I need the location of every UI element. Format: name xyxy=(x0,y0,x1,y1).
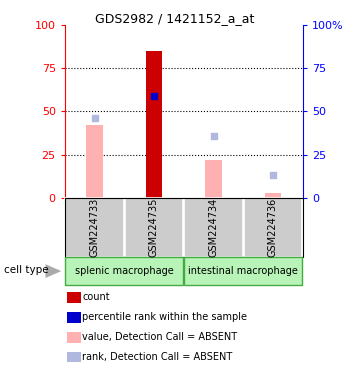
Text: rank, Detection Call = ABSENT: rank, Detection Call = ABSENT xyxy=(82,352,232,362)
Text: intestinal macrophage: intestinal macrophage xyxy=(188,266,298,276)
Text: GSM224736: GSM224736 xyxy=(268,198,278,257)
Text: GSM224733: GSM224733 xyxy=(90,198,99,257)
Text: value, Detection Call = ABSENT: value, Detection Call = ABSENT xyxy=(82,332,237,342)
Text: cell type: cell type xyxy=(4,265,48,275)
Bar xyxy=(86,125,103,198)
Text: percentile rank within the sample: percentile rank within the sample xyxy=(82,312,247,322)
Bar xyxy=(265,193,281,198)
Bar xyxy=(146,51,162,198)
Text: count: count xyxy=(82,292,110,302)
Text: splenic macrophage: splenic macrophage xyxy=(75,266,174,276)
Text: GSM224734: GSM224734 xyxy=(209,198,218,257)
Text: GDS2982 / 1421152_a_at: GDS2982 / 1421152_a_at xyxy=(95,12,255,25)
Bar xyxy=(205,160,222,198)
Text: GSM224735: GSM224735 xyxy=(149,198,159,257)
Polygon shape xyxy=(46,264,61,278)
